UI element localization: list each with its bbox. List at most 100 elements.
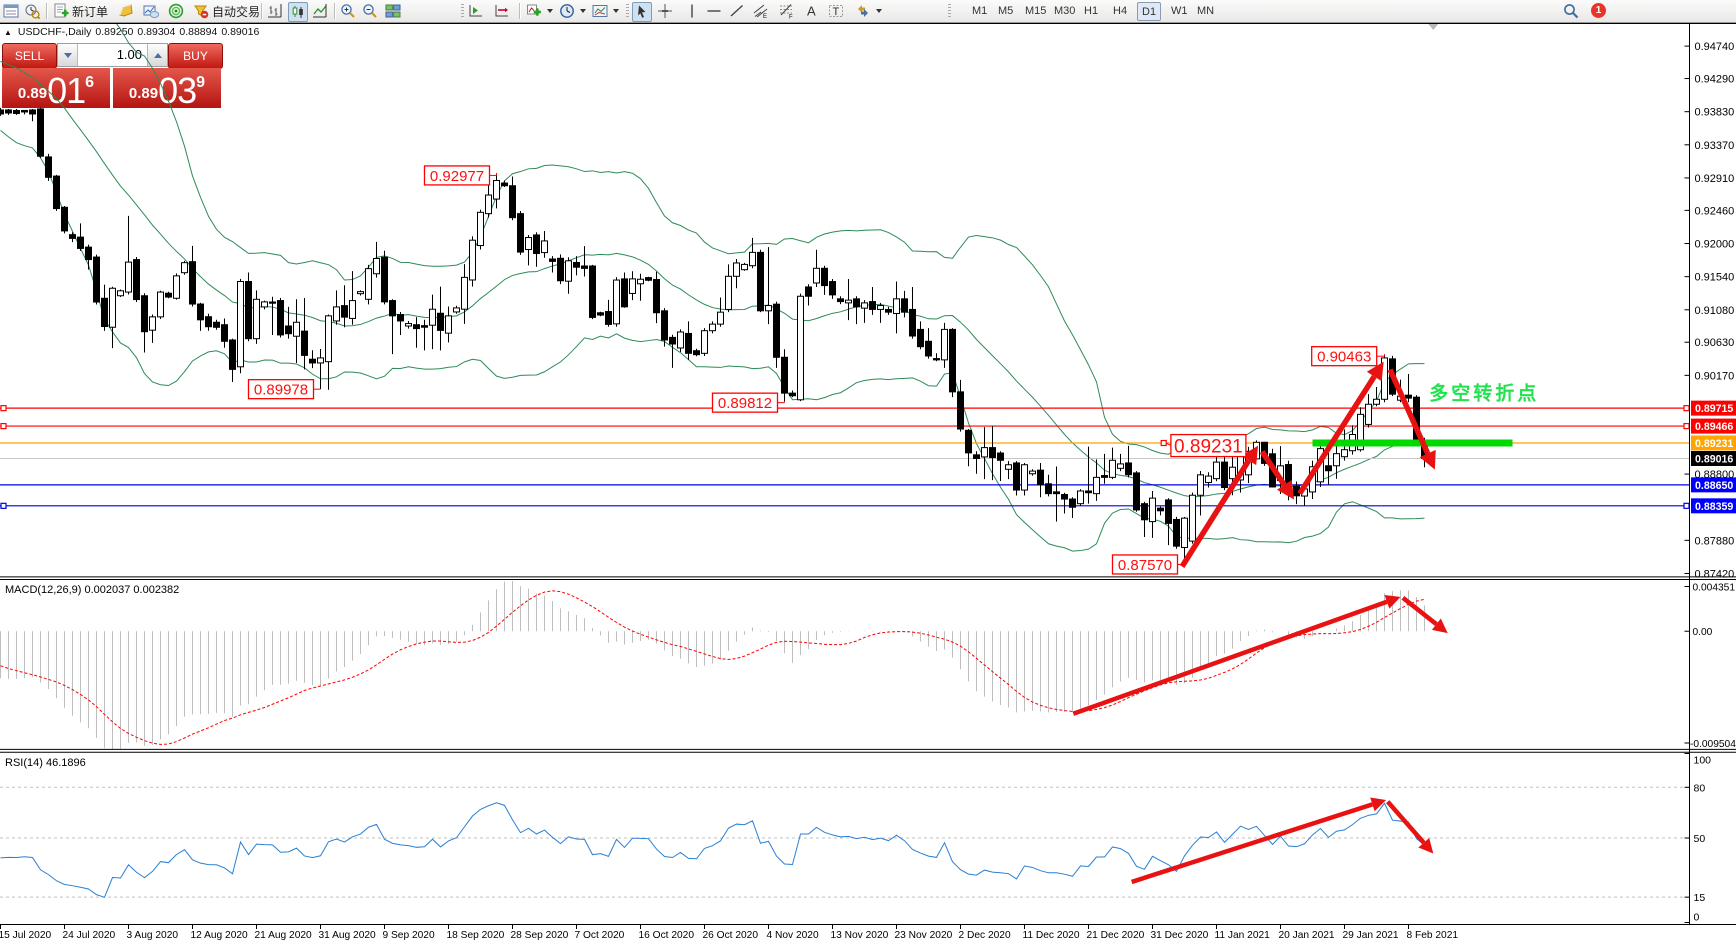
horizontal-line-icon[interactable]	[706, 2, 722, 20]
candle	[445, 315, 452, 334]
text-icon[interactable]: A	[804, 2, 820, 20]
candle	[277, 300, 284, 336]
cursor-icon[interactable]	[632, 2, 652, 22]
periods-icon[interactable]	[559, 2, 586, 20]
zoom-in-icon[interactable]	[340, 2, 356, 20]
date-axis[interactable]: 15 Jul 2020 24 Jul 2020 3 Aug 2020 12 Aug 2…	[0, 925, 1458, 941]
highlight-level-bar[interactable]	[1312, 439, 1513, 447]
trend-arrow-4[interactable]	[1387, 368, 1436, 470]
text-label-icon[interactable]: T	[828, 2, 844, 20]
note-text[interactable]: 多空转折点	[1429, 382, 1539, 405]
timeframe-W1[interactable]: W1	[1171, 4, 1188, 17]
vertical-line-icon[interactable]	[684, 2, 700, 20]
equidistant-channel-icon[interactable]: E	[753, 2, 769, 20]
crosshair-icon[interactable]	[657, 2, 673, 20]
sell-price-pip: 6	[85, 74, 95, 91]
trend-arrow-1[interactable]	[1179, 445, 1259, 568]
line-chart-icon[interactable]	[312, 2, 328, 20]
fibonacci-icon[interactable]: F	[779, 2, 795, 20]
date-tick: 3 Aug 2020	[127, 930, 179, 941]
macd-arrow-2[interactable]	[1401, 596, 1448, 634]
autotrading-button[interactable]: 自动交易	[193, 2, 260, 20]
svg-text:0.89812: 0.89812	[718, 395, 772, 412]
main-toolbar: 新订单 自动交易 E F A T 1 M1 M5 M15 M30 H1 H4 D1 W1 MN	[0, 0, 1736, 23]
candle	[1365, 403, 1372, 425]
timeframe-H1[interactable]: H1	[1084, 4, 1099, 17]
candle	[621, 278, 628, 308]
candle	[85, 246, 92, 261]
bar-chart-icon[interactable]	[267, 2, 283, 20]
auto-scroll-icon[interactable]	[494, 2, 510, 20]
timeframe-H4[interactable]: H4	[1113, 4, 1128, 17]
candle	[1013, 462, 1020, 491]
arrows-icon[interactable]	[855, 2, 882, 20]
candle	[965, 429, 972, 454]
candle	[357, 291, 364, 295]
candle	[637, 278, 644, 285]
timeframe-M30[interactable]: M30	[1054, 4, 1076, 17]
date-tick: 15 Jul 2020	[0, 930, 52, 941]
trend-arrow-3[interactable]	[1297, 361, 1384, 496]
tile-windows-icon[interactable]	[385, 2, 401, 20]
candle	[813, 267, 820, 284]
signals-icon[interactable]	[168, 2, 184, 20]
candle	[221, 324, 228, 342]
timeframe-M15[interactable]: M15	[1025, 4, 1047, 17]
templates-icon[interactable]	[592, 2, 619, 20]
sell-price-button[interactable]: 0.89 01 6	[2, 68, 110, 109]
rsi-arrow-2[interactable]	[1386, 800, 1434, 854]
candle	[1373, 398, 1380, 405]
new-order-button[interactable]: 新订单	[53, 2, 108, 20]
search-icon[interactable]	[1563, 2, 1579, 20]
svg-text:T: T	[833, 6, 840, 18]
candle	[581, 265, 588, 269]
date-tick: 11 Jan 2021	[1215, 930, 1271, 941]
chart-shift-marker[interactable]	[1428, 24, 1439, 30]
timeframe-MN[interactable]: MN	[1197, 4, 1215, 17]
timeframe-M5[interactable]: M5	[998, 4, 1014, 17]
chart-shift-icon[interactable]	[468, 2, 484, 20]
timeframe-D1[interactable]: D1	[1137, 2, 1162, 21]
notification-badge[interactable]: 1	[1591, 3, 1606, 18]
candle	[261, 301, 268, 308]
candle	[1149, 497, 1156, 523]
candle	[941, 328, 948, 361]
volume-increase-button[interactable]	[147, 44, 167, 66]
candlestick-chart-icon[interactable]	[288, 2, 308, 22]
rsi-label: RSI(14) 46.1896	[5, 757, 86, 769]
timeframe-M1[interactable]: M1	[972, 4, 988, 17]
candle	[493, 179, 500, 200]
macd-arrow-1[interactable]	[1072, 595, 1401, 716]
price-label-0.89978[interactable]: 0.89978	[247, 379, 321, 400]
candle	[93, 256, 100, 303]
rsi-arrow-1[interactable]	[1131, 797, 1387, 885]
candle	[1005, 464, 1012, 470]
trendline-icon[interactable]	[729, 2, 745, 20]
price-label-0.87570[interactable]: 0.87570	[1111, 554, 1185, 575]
volume-decrease-button[interactable]	[58, 44, 78, 66]
indicators-icon[interactable]	[526, 2, 553, 20]
date-tick: 21 Aug 2020	[255, 930, 313, 941]
date-tick: 12 Aug 2020	[191, 930, 249, 941]
price-label-0.90463[interactable]: 0.90463	[1311, 346, 1385, 367]
candle	[1037, 469, 1044, 486]
candle	[45, 156, 52, 178]
metaeditor-icon[interactable]	[143, 2, 159, 20]
strategy-tester-icon[interactable]	[24, 2, 40, 20]
trend-arrow-2[interactable]	[1259, 450, 1295, 500]
price-axis[interactable]: 0.94740 0.94290 0.93830 0.93370 0.92910 0.924…	[1684, 41, 1736, 924]
buy-price-digits: 03	[158, 70, 197, 111]
price-label-0.92977[interactable]: 0.92977	[423, 165, 497, 186]
market-watch-icon[interactable]	[3, 2, 19, 20]
symbol-info-line[interactable]: ▲ USDCHF-,Daily 0.89250 0.89304 0.88894 …	[4, 26, 259, 38]
charts-profile-icon[interactable]	[118, 2, 134, 20]
candle	[1029, 470, 1036, 475]
chart-canvas[interactable]: 多空转折点 0.92977 0.89978 0.89812 0.89231 0.90463…	[0, 23, 1736, 941]
price-label-0.89812[interactable]: 0.89812	[711, 392, 785, 413]
buy-price-button[interactable]: 0.89 03 9	[113, 68, 221, 111]
buy-button[interactable]: BUY	[168, 43, 223, 69]
collapse-icon[interactable]: ▲	[4, 27, 12, 37]
candle	[589, 265, 596, 318]
zoom-out-icon[interactable]	[362, 2, 378, 20]
price-label-0.89231[interactable]: 0.89231	[1160, 433, 1247, 458]
